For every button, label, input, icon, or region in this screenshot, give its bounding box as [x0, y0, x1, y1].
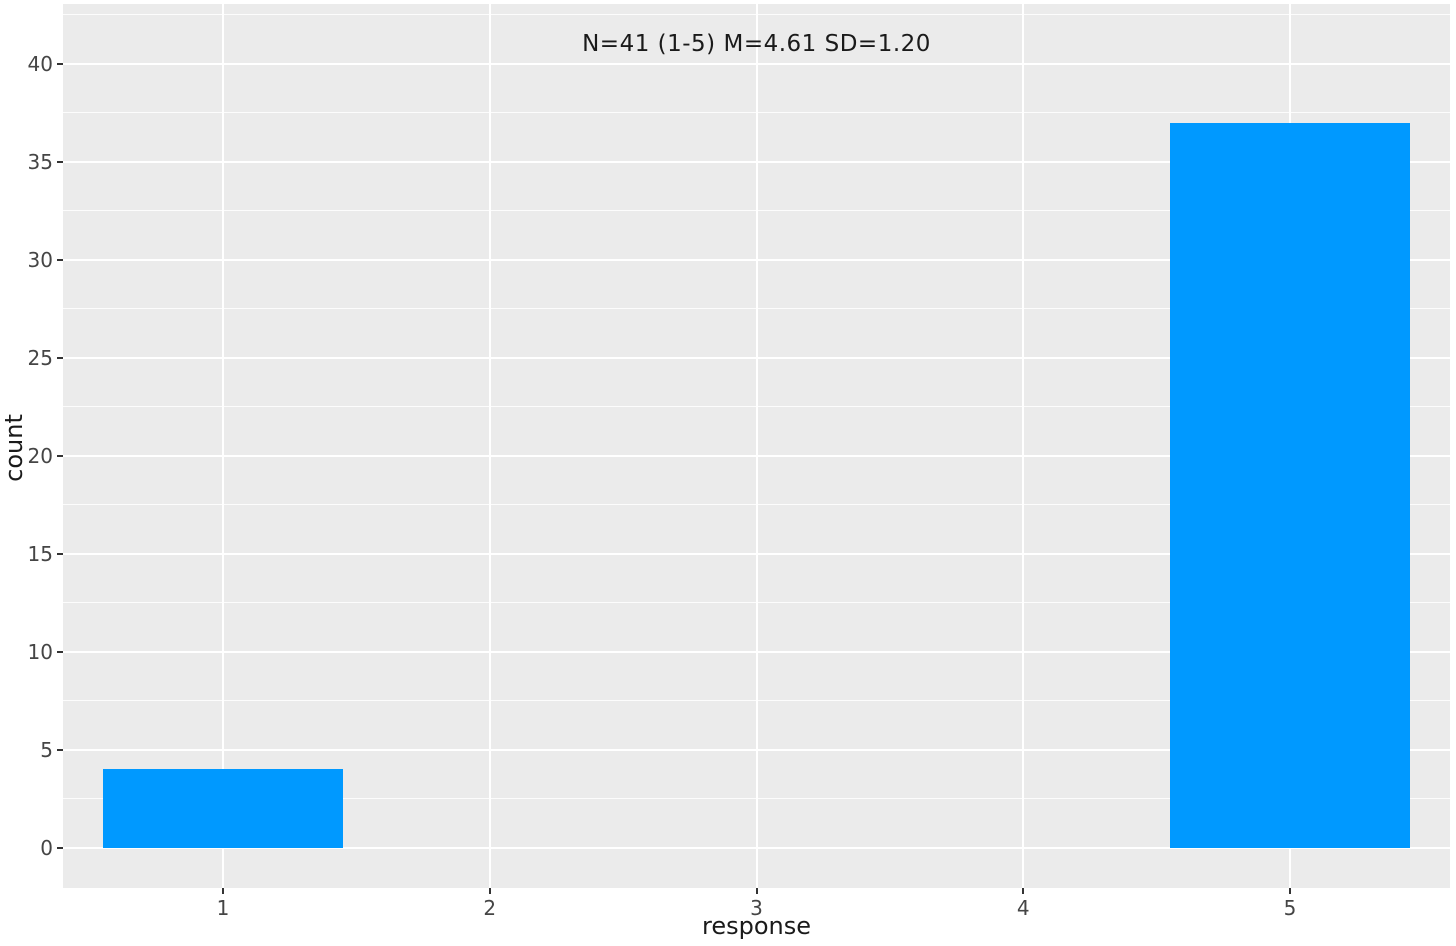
- x-axis-title: response: [701, 912, 811, 940]
- x-major-gridline: [1022, 4, 1025, 888]
- y-tick-label: 40: [27, 51, 53, 76]
- y-tick-mark: [57, 258, 63, 261]
- x-tick-label: 2: [483, 896, 497, 920]
- bar: [103, 769, 344, 848]
- y-axis-title: count: [0, 414, 28, 482]
- x-tick-label: 3: [750, 896, 763, 920]
- x-tick-mark: [1022, 888, 1025, 894]
- y-tick-label: 0: [40, 835, 53, 860]
- x-tick-mark: [1288, 888, 1291, 894]
- y-tick-label: 25: [27, 345, 53, 370]
- x-tick-mark: [488, 888, 491, 894]
- y-tick-mark: [57, 160, 63, 163]
- y-tick-mark: [57, 62, 63, 65]
- y-tick-label: 5: [40, 737, 53, 762]
- y-tick-label: 20: [27, 443, 53, 468]
- x-major-gridline: [755, 4, 758, 888]
- y-tick-label: 35: [27, 149, 53, 174]
- plot-panel: [63, 4, 1450, 888]
- x-tick-label: 4: [1016, 896, 1030, 920]
- y-tick-label: 10: [27, 639, 53, 664]
- x-major-gridline: [222, 4, 225, 888]
- y-tick-label: 30: [27, 247, 53, 272]
- y-tick-label: 15: [27, 541, 53, 566]
- x-tick-mark: [222, 888, 225, 894]
- x-tick-mark: [755, 888, 758, 894]
- x-tick-label: 5: [1283, 896, 1297, 920]
- x-tick-label: 1: [216, 896, 230, 920]
- y-tick-mark: [57, 748, 63, 751]
- y-tick-mark: [57, 356, 63, 359]
- y-tick-mark: [57, 650, 63, 653]
- y-tick-mark: [57, 552, 63, 555]
- x-major-gridline: [488, 4, 491, 888]
- chart-title: N=41 (1-5) M=4.61 SD=1.20: [582, 31, 931, 57]
- y-tick-mark: [57, 454, 63, 457]
- bar: [1169, 122, 1410, 848]
- y-tick-mark: [57, 846, 63, 849]
